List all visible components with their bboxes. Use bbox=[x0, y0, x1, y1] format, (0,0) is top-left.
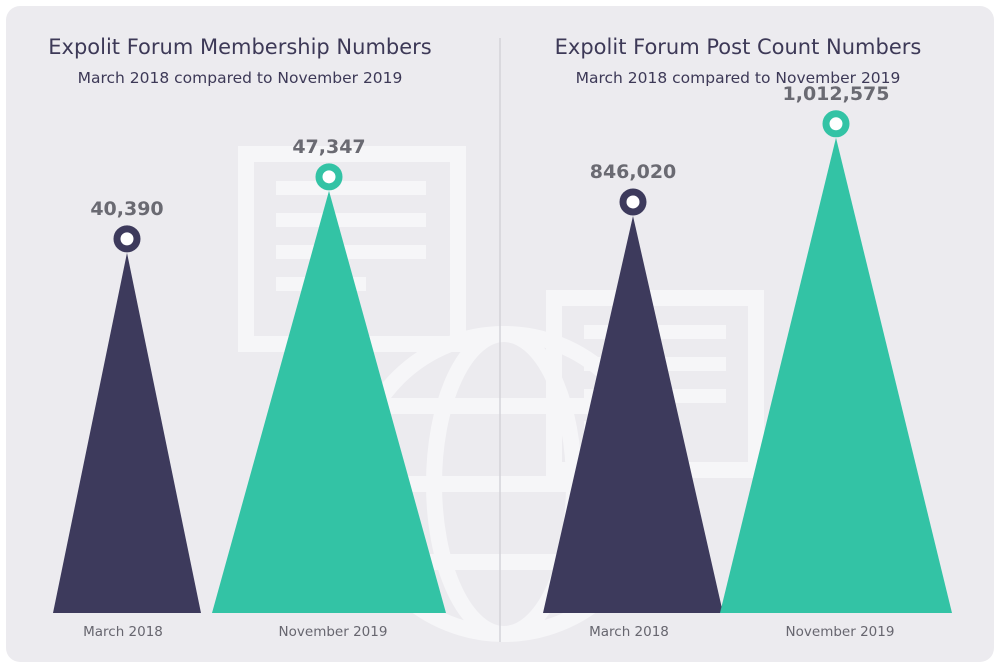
peak-marker-post-count-march-2018 bbox=[619, 188, 647, 216]
category-label-post-count-november-2019: November 2019 bbox=[786, 624, 895, 640]
value-label-membership-november-2019: 47,347 bbox=[292, 136, 365, 158]
category-label-membership-november-2019: November 2019 bbox=[279, 624, 388, 640]
value-label-membership-march-2018: 40,390 bbox=[90, 198, 163, 220]
peak-marker-membership-march-2018 bbox=[113, 225, 141, 253]
triangle-bar-post-count-november-2019 bbox=[720, 137, 952, 613]
chart-title-membership: Expolit Forum Membership Numbers bbox=[48, 35, 431, 59]
peak-marker-membership-november-2019 bbox=[315, 163, 343, 191]
chart-marks: 40,390 March 2018 47,347 November 2019 846,0… bbox=[53, 83, 952, 640]
peak-marker-post-count-november-2019 bbox=[822, 110, 850, 138]
chart-subtitle-membership: March 2018 compared to November 2019 bbox=[78, 69, 403, 87]
chart-title-post-count: Expolit Forum Post Count Numbers bbox=[555, 35, 922, 59]
value-label-post-count-november-2019: 1,012,575 bbox=[783, 83, 890, 105]
chart-subtitle-post-count: March 2018 compared to November 2019 bbox=[576, 69, 901, 87]
watermark-lines-left bbox=[276, 181, 426, 291]
triangle-bar-membership-march-2018 bbox=[53, 252, 201, 613]
triangle-bar-post-count-march-2018 bbox=[543, 215, 723, 613]
category-label-membership-march-2018: March 2018 bbox=[83, 624, 163, 640]
chart-canvas: Expolit Forum Membership Numbers March 2… bbox=[48, 35, 952, 642]
category-label-post-count-march-2018: March 2018 bbox=[589, 624, 669, 640]
triangle-bar-membership-november-2019 bbox=[212, 190, 446, 614]
chart-panel: Expolit Forum Membership Numbers March 2… bbox=[6, 6, 994, 662]
value-label-post-count-march-2018: 846,020 bbox=[590, 161, 677, 183]
